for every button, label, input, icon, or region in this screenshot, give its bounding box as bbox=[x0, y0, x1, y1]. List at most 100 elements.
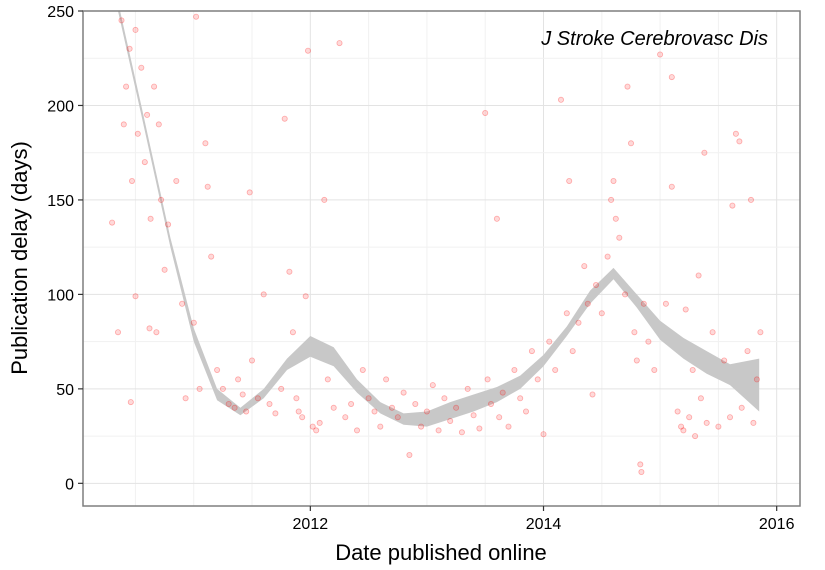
scatter-point bbox=[622, 291, 629, 298]
scatter-point bbox=[161, 266, 168, 273]
x-axis-ticks: 2012 2014 2016 bbox=[293, 506, 795, 533]
scatter-point bbox=[668, 74, 675, 81]
scatter-point bbox=[435, 427, 442, 434]
scatter-point bbox=[604, 253, 611, 260]
scatter-point bbox=[330, 404, 337, 411]
scatter-point bbox=[342, 414, 349, 421]
scatter-point bbox=[638, 468, 645, 475]
scatter-point bbox=[628, 140, 635, 147]
scatter-point bbox=[179, 300, 186, 307]
scatter-point bbox=[190, 319, 197, 326]
scatter-point bbox=[214, 366, 221, 373]
scatter-point bbox=[678, 423, 685, 430]
scatter-point bbox=[721, 357, 728, 364]
scatter-point bbox=[511, 366, 518, 373]
scatter-point bbox=[321, 196, 328, 203]
scatter-point bbox=[736, 138, 743, 145]
scatter-point bbox=[633, 357, 640, 364]
scatter-point bbox=[686, 414, 693, 421]
scatter-point bbox=[484, 376, 491, 383]
scatter-point bbox=[534, 376, 541, 383]
scatter-point bbox=[219, 385, 226, 392]
plot-border bbox=[82, 10, 801, 507]
scatter-point bbox=[348, 400, 355, 407]
scatter-point bbox=[293, 395, 300, 402]
scatter-point bbox=[624, 83, 631, 90]
y-tick-label: 250 bbox=[47, 4, 74, 21]
scatter-point bbox=[196, 385, 203, 392]
scatter-point bbox=[608, 196, 615, 203]
scatter-point bbox=[645, 338, 652, 345]
scatter-point bbox=[394, 414, 401, 421]
scatter-point bbox=[729, 202, 736, 209]
scatter-point bbox=[165, 221, 172, 228]
scatter-point bbox=[246, 189, 253, 196]
scatter-point bbox=[127, 399, 134, 406]
scatter-point bbox=[631, 329, 638, 336]
scatter-point bbox=[324, 376, 331, 383]
scatter-point bbox=[651, 366, 658, 373]
scatter-point bbox=[540, 431, 547, 438]
scatter-point bbox=[476, 425, 483, 432]
y-tick-label: 100 bbox=[47, 287, 74, 304]
scatter-point bbox=[753, 376, 760, 383]
plot-background bbox=[83, 11, 800, 506]
scatter-point bbox=[558, 96, 565, 103]
scatter-point bbox=[447, 417, 454, 424]
y-tick-label: 200 bbox=[47, 98, 74, 115]
scatter-point bbox=[304, 47, 311, 54]
points-group bbox=[109, 13, 764, 475]
scatter-point bbox=[138, 64, 145, 71]
scatter-point bbox=[575, 319, 582, 326]
scatter-point bbox=[552, 366, 559, 373]
scatter-point bbox=[359, 366, 366, 373]
scatter-point bbox=[589, 391, 596, 398]
scatter-point bbox=[281, 115, 288, 122]
scatter-point bbox=[173, 177, 180, 184]
scatter-point bbox=[709, 329, 716, 336]
y-axis-title: Publication delay (days) bbox=[7, 141, 32, 375]
scatter-point bbox=[487, 400, 494, 407]
scatter-point bbox=[123, 83, 130, 90]
scatter-point bbox=[336, 40, 343, 47]
scatter-point bbox=[482, 110, 489, 117]
scatter-point bbox=[657, 51, 664, 58]
scatter-point bbox=[151, 83, 158, 90]
scatter-point bbox=[418, 423, 425, 430]
scatter-point bbox=[406, 451, 413, 458]
scatter-point bbox=[128, 177, 135, 184]
scatter-point bbox=[144, 111, 151, 118]
scatter-point bbox=[115, 329, 122, 336]
scatter-point bbox=[120, 121, 127, 128]
scatter-point bbox=[593, 281, 600, 288]
scatter-point bbox=[158, 196, 165, 203]
scatter-point bbox=[662, 300, 669, 307]
scatter-point bbox=[365, 395, 372, 402]
scatter-point bbox=[715, 423, 722, 430]
scatter-point bbox=[680, 427, 687, 434]
scatter-point bbox=[202, 140, 209, 147]
scatter-point bbox=[126, 45, 133, 52]
scatter-point bbox=[732, 130, 739, 137]
scatter-point bbox=[738, 404, 745, 411]
scatter-point bbox=[153, 329, 160, 336]
scatter-point bbox=[697, 395, 704, 402]
scatter-point bbox=[429, 382, 436, 389]
scatter-point bbox=[286, 268, 293, 275]
scatter-point bbox=[563, 310, 570, 317]
scatter-point bbox=[388, 404, 395, 411]
scatter-point bbox=[612, 215, 619, 222]
x-tick-label: 2012 bbox=[293, 516, 329, 533]
scatter-point bbox=[289, 329, 296, 336]
scatter-point bbox=[566, 177, 573, 184]
scatter-point bbox=[464, 385, 471, 392]
scatter-point bbox=[493, 215, 500, 222]
y-tick-label: 50 bbox=[56, 382, 74, 399]
scatter-point bbox=[748, 196, 755, 203]
y-axis-ticks: 0 50 100 150 200 250 bbox=[47, 4, 83, 493]
scatter-point bbox=[134, 130, 141, 137]
scatter-point bbox=[182, 395, 189, 402]
scatter-point bbox=[546, 338, 553, 345]
scatter-point bbox=[132, 26, 139, 33]
scatter-point bbox=[260, 291, 267, 298]
